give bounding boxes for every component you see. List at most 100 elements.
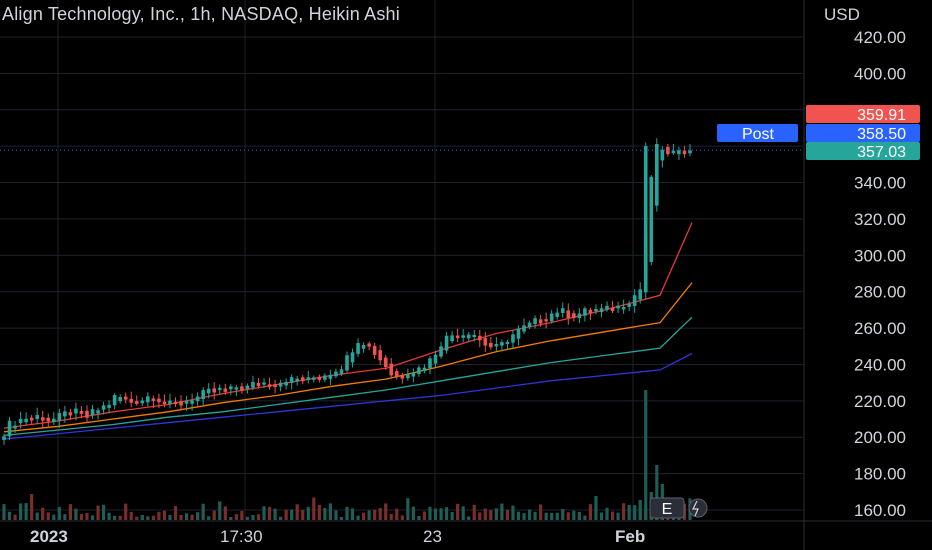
candle-body xyxy=(251,382,255,388)
candle-body xyxy=(461,335,465,338)
price-tick-label: 400.00 xyxy=(854,64,906,83)
volume-bar xyxy=(334,510,338,520)
volume-bar xyxy=(450,512,454,520)
candle-body xyxy=(79,410,84,414)
candle-body xyxy=(572,313,576,318)
volume-bar xyxy=(638,500,642,520)
candle-body xyxy=(560,308,565,314)
candle-body xyxy=(394,371,399,377)
candle-body xyxy=(68,412,73,416)
candle-body xyxy=(123,396,128,400)
candle-body xyxy=(245,385,250,389)
candle-body xyxy=(195,396,200,402)
volume-bar xyxy=(622,503,626,520)
volume-bar xyxy=(605,507,609,520)
volume-bar xyxy=(240,510,244,520)
price-tick-label: 340.00 xyxy=(854,174,906,193)
candle-body xyxy=(328,374,333,379)
candle-body xyxy=(450,335,454,342)
volume-bar xyxy=(7,511,12,520)
time-label: 23 xyxy=(423,527,442,546)
price-tick-label: 420.00 xyxy=(854,28,906,47)
candle-body xyxy=(361,345,366,349)
price-tick-label: 200.00 xyxy=(854,428,906,447)
volume-bar xyxy=(373,509,377,520)
candle-body xyxy=(356,343,360,354)
volume-bar xyxy=(511,505,515,520)
volume-bar xyxy=(74,508,78,520)
volume-bar xyxy=(317,504,321,520)
volume-bar xyxy=(505,509,510,520)
volume-bar xyxy=(68,504,72,520)
candle-body xyxy=(516,328,521,339)
candle-body xyxy=(549,313,554,322)
volume-bar xyxy=(400,515,404,520)
dividend-icon xyxy=(688,498,708,518)
candle-body xyxy=(621,306,626,310)
volume-bar xyxy=(406,498,410,520)
volume-bar xyxy=(572,510,576,520)
volume-bar xyxy=(395,508,399,520)
candle-body xyxy=(632,295,637,306)
candle-body xyxy=(284,381,288,386)
volume-bar xyxy=(229,516,233,520)
volume-bar xyxy=(422,511,427,520)
volume-bar xyxy=(367,510,371,520)
candle-body xyxy=(157,398,161,403)
candle-body xyxy=(417,367,421,375)
candle-body xyxy=(101,405,106,410)
candle-body xyxy=(312,377,316,380)
volume-bar xyxy=(162,510,167,520)
candle-body xyxy=(339,369,344,374)
candle-body xyxy=(627,303,631,307)
candle-body xyxy=(372,345,377,355)
candle-body xyxy=(433,354,438,364)
candle-body xyxy=(367,343,371,347)
volume-bar xyxy=(18,503,23,520)
candle-body xyxy=(151,398,156,401)
moving-average-line xyxy=(3,352,693,440)
candle-body xyxy=(643,146,648,281)
volume-bar xyxy=(533,511,537,520)
price-tick-label: 300.00 xyxy=(854,246,906,265)
candle-body xyxy=(599,308,604,313)
last-price-badge xyxy=(806,142,920,160)
candle-body xyxy=(129,398,134,403)
candle-body xyxy=(74,408,78,414)
candle-body xyxy=(90,409,95,416)
price-tick-label: 220.00 xyxy=(854,392,906,411)
candle-body xyxy=(660,149,665,161)
volume-bars xyxy=(2,390,692,520)
volume-bar xyxy=(444,507,449,520)
candle-body xyxy=(477,335,482,341)
candle-body xyxy=(666,146,670,155)
candle-body xyxy=(682,150,687,155)
volume-bar xyxy=(439,508,443,520)
volume-bar xyxy=(655,465,659,520)
candle-body xyxy=(134,401,139,404)
price-axis: USD420.00400.00360.00340.00320.00300.002… xyxy=(717,5,920,520)
candle-body xyxy=(118,397,122,402)
volume-bar xyxy=(323,508,327,520)
candle-body xyxy=(2,436,6,440)
candle-body xyxy=(179,401,183,406)
candle-body xyxy=(400,374,405,379)
candle-body xyxy=(262,382,266,385)
candle-body xyxy=(671,150,676,154)
candle-body xyxy=(18,418,23,424)
volume-bar xyxy=(295,504,299,520)
moving-average-line xyxy=(3,222,693,429)
volume-bar xyxy=(616,512,620,520)
volume-bar xyxy=(201,503,205,520)
price-tick-label: 240.00 xyxy=(854,355,906,374)
chart-title: Align Technology, Inc., 1h, NASDAQ, Heik… xyxy=(2,4,400,24)
price-tick-label: 160.00 xyxy=(854,501,906,520)
candle-body xyxy=(533,318,537,325)
volume-bar xyxy=(350,508,355,520)
bolt-icon xyxy=(692,500,699,517)
volume-bar xyxy=(63,514,67,520)
volume-bar xyxy=(301,509,305,520)
candle-body xyxy=(494,343,499,347)
overlays: E xyxy=(0,149,803,519)
